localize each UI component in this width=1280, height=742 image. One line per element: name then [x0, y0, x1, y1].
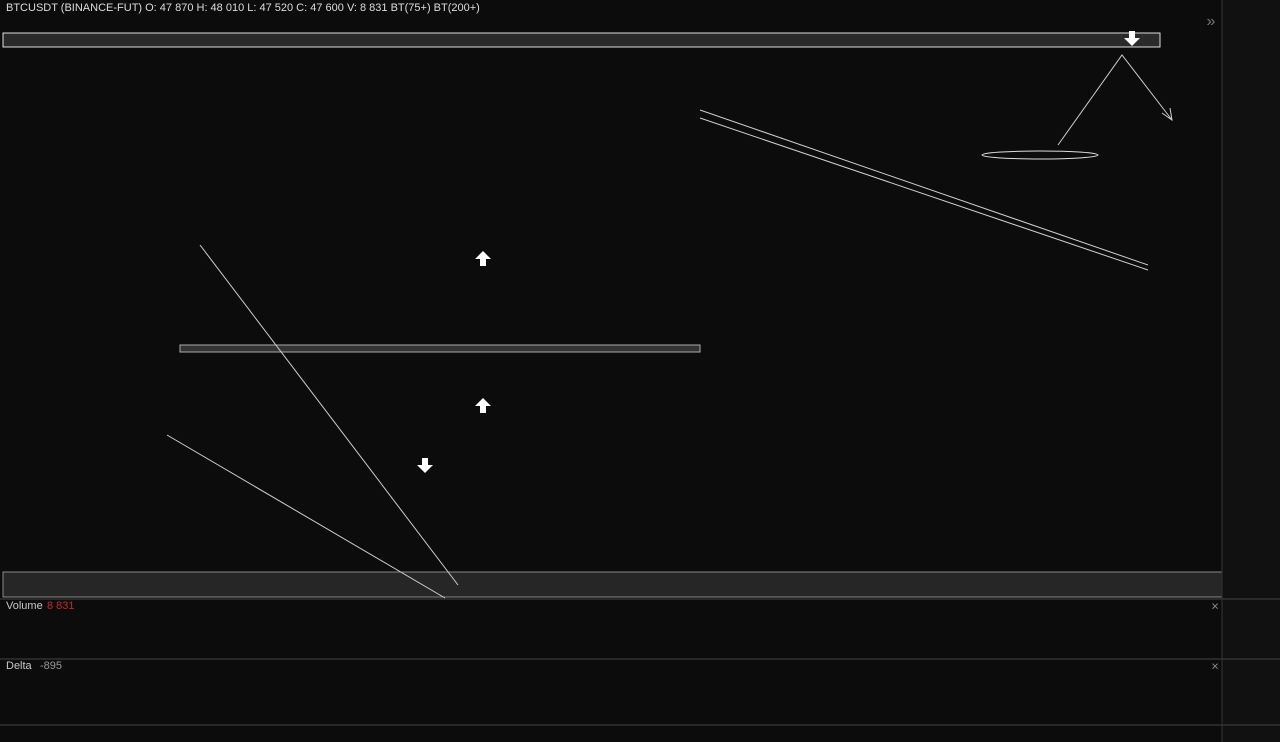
- zone: [2, 571, 1223, 598]
- up-arrow: [475, 398, 491, 413]
- volume-cursor: 8 831: [47, 600, 75, 612]
- zones: [2, 32, 1223, 598]
- trend-line: [199, 244, 459, 586]
- ellipse: [981, 150, 1099, 160]
- delta-title: Delta: [6, 660, 33, 672]
- trend-line: [166, 434, 446, 599]
- trend-line: [699, 117, 1149, 271]
- close-pane[interactable]: ×: [1211, 598, 1219, 613]
- chart-header: BTCUSDT (BINANCE-FUT) O: 47 870 H: 48 01…: [6, 2, 480, 14]
- up-arrow: [475, 251, 491, 266]
- projection-arrow: [1057, 54, 1173, 146]
- drawings: [166, 54, 1173, 599]
- collapse-button[interactable]: »: [1207, 13, 1216, 30]
- close-pane[interactable]: ×: [1211, 658, 1219, 673]
- delta-cursor: -895: [40, 660, 62, 672]
- zone: [179, 344, 701, 353]
- arrow-head: [1161, 107, 1173, 122]
- signal-arrows: [417, 31, 1140, 473]
- volume-title: Volume: [6, 600, 43, 612]
- down-arrow: [417, 458, 433, 473]
- price-axis-bg: [1222, 0, 1280, 742]
- trend-line: [699, 109, 1149, 266]
- zone: [2, 32, 1161, 48]
- down-arrow: [1124, 31, 1140, 46]
